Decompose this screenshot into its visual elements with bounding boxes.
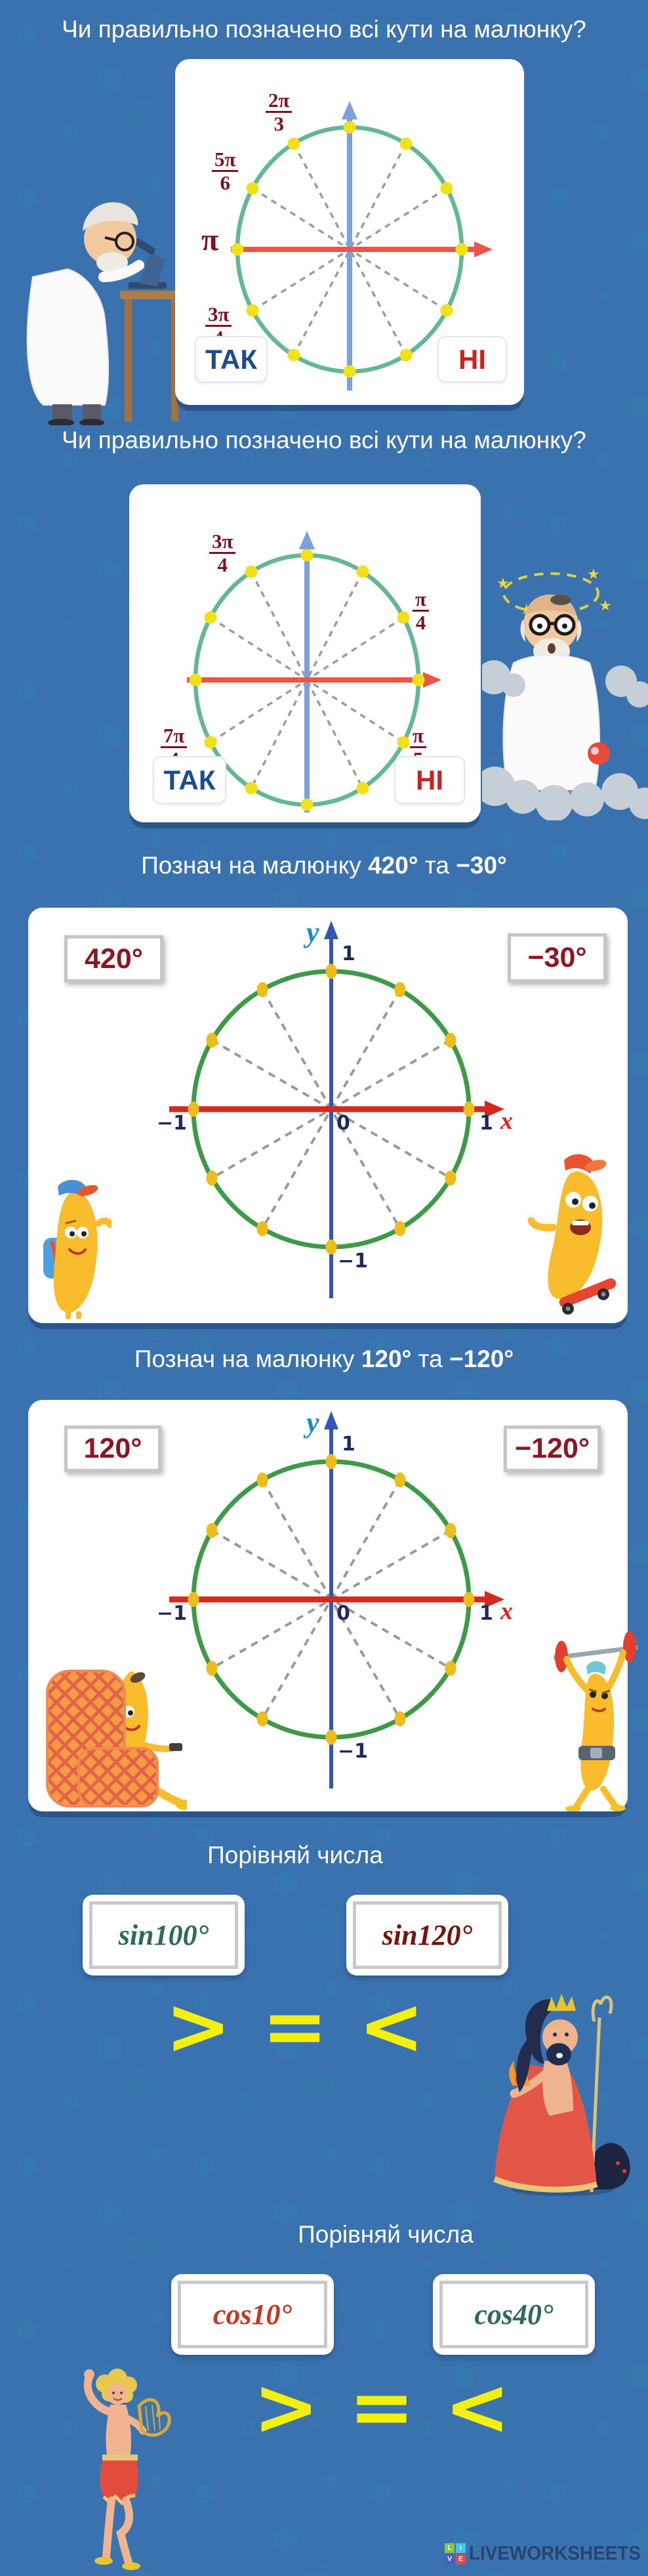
sin120-expression: sin120°	[353, 1901, 502, 1969]
svg-text:★: ★	[496, 576, 510, 592]
brand-name: LIVEWORKSHEETS	[469, 2543, 641, 2564]
scientist-microscope-illustration	[26, 202, 190, 425]
compare-2-title: Порівняй числа	[298, 2221, 474, 2248]
sin100-expression: sin100°	[89, 1901, 238, 1969]
cos10-expression: cos10°	[178, 2281, 327, 2348]
x-one-label-q3: 1	[479, 1112, 493, 1135]
greater-symbol-q5[interactable]: >	[165, 1981, 232, 2073]
question-4-title: Познач на малюнку 120° та −120°	[134, 1345, 514, 1372]
yes-button-q2[interactable]: ТАК	[153, 756, 226, 804]
unit-circle-diagram-q4	[169, 1411, 504, 1788]
compare-card-cos40[interactable]: cos40°	[433, 2274, 595, 2355]
question-2-panel: 3π 4 π 4 7π 4 π 5 ТАК НІ	[129, 484, 481, 822]
svg-text:★: ★	[599, 598, 612, 614]
unit-circle-diagram-q2	[187, 531, 441, 813]
unit-circle-diagram-q3	[169, 921, 504, 1298]
question-2-title: Чи правильно позначено всі кути на малюн…	[62, 427, 586, 454]
svg-text:★: ★	[520, 602, 533, 618]
apollo-lyre-illustration	[83, 2369, 171, 2570]
compare-2-symbols: > = <	[253, 2362, 510, 2453]
x-minus-one-label-q4: −1	[157, 1602, 188, 1625]
angle-label-pi: π	[201, 222, 219, 257]
angle-chip-120[interactable]: 120°	[64, 1425, 161, 1472]
unit-circle-diagram-q1	[231, 101, 493, 391]
compare-1-title: Порівняй числа	[207, 1842, 383, 1869]
y-one-label-q4: 1	[342, 1433, 355, 1456]
svg-text:★: ★	[587, 566, 600, 583]
angle-label-3pi-4: 3π 4	[205, 303, 232, 349]
x-axis-label-q4: x	[500, 1597, 513, 1625]
greater-symbol-q6[interactable]: >	[253, 2362, 319, 2453]
question-3-panel: y 1 −1 0 1 x −1 420° −30°	[28, 908, 628, 1323]
less-symbol-q6[interactable]: <	[444, 2362, 510, 2453]
yes-button-q1[interactable]: ТАК	[195, 336, 268, 383]
equals-symbol-q6[interactable]: =	[348, 2362, 415, 2453]
y-axis-label-q3: y	[306, 916, 319, 948]
x-axis-label-q3: x	[500, 1107, 513, 1135]
no-button-q2[interactable]: НІ	[394, 756, 465, 804]
angle-chip-minus-120[interactable]: −120°	[504, 1425, 601, 1472]
equals-symbol-q5[interactable]: =	[262, 1981, 328, 2073]
y-axis-label-q4: y	[306, 1406, 319, 1439]
x-minus-one-label-q3: −1	[157, 1112, 188, 1135]
cos40-expression: cos40°	[439, 2281, 588, 2348]
hades-illustration	[493, 1994, 630, 2196]
question-1-title: Чи правильно позначено всі кути на малюн…	[62, 16, 586, 43]
y-minus-one-label-q3: −1	[338, 1250, 369, 1273]
liveworksheets-logo-icon: L I V E	[445, 2543, 466, 2564]
liveworksheets-logo[interactable]: L I V E LIVEWORKSHEETS	[445, 2543, 648, 2565]
angle-label-5pi-6: 5π 6	[212, 148, 239, 194]
less-symbol-q5[interactable]: <	[358, 1981, 424, 2073]
compare-card-cos10[interactable]: cos10°	[171, 2274, 334, 2355]
question-3-title: Познач на малюнку 420° та −30°	[141, 852, 507, 879]
y-one-label-q3: 1	[342, 942, 355, 965]
question-1-panel: 2π 3 5π 6 π 3π 4 ТАК НІ	[175, 59, 524, 405]
angle-label-2pi-3: 2π 3	[266, 89, 293, 135]
angle-label-pi-4-q2: π 4	[413, 588, 429, 634]
compare-card-sin120[interactable]: sin120°	[346, 1895, 508, 1975]
x-one-label-q4: 1	[479, 1602, 493, 1625]
angle-chip-420[interactable]: 420°	[64, 935, 163, 982]
angle-chip-minus-30[interactable]: −30°	[508, 933, 607, 982]
compare-card-sin100[interactable]: sin100°	[83, 1895, 245, 1975]
compare-1-symbols: > = <	[165, 1981, 424, 2073]
origin-label-q3: 0	[336, 1112, 350, 1135]
origin-label-q4: 0	[336, 1602, 350, 1625]
dazed-scientist-illustration: ★ ★ ★ ★	[482, 566, 648, 820]
y-minus-one-label-q4: −1	[338, 1740, 369, 1763]
no-button-q1[interactable]: НІ	[437, 336, 507, 383]
question-4-panel: y 1 −1 0 1 x −1 120° −120°	[28, 1400, 638, 1811]
angle-label-3pi-4-q2: 3π 4	[209, 530, 236, 576]
